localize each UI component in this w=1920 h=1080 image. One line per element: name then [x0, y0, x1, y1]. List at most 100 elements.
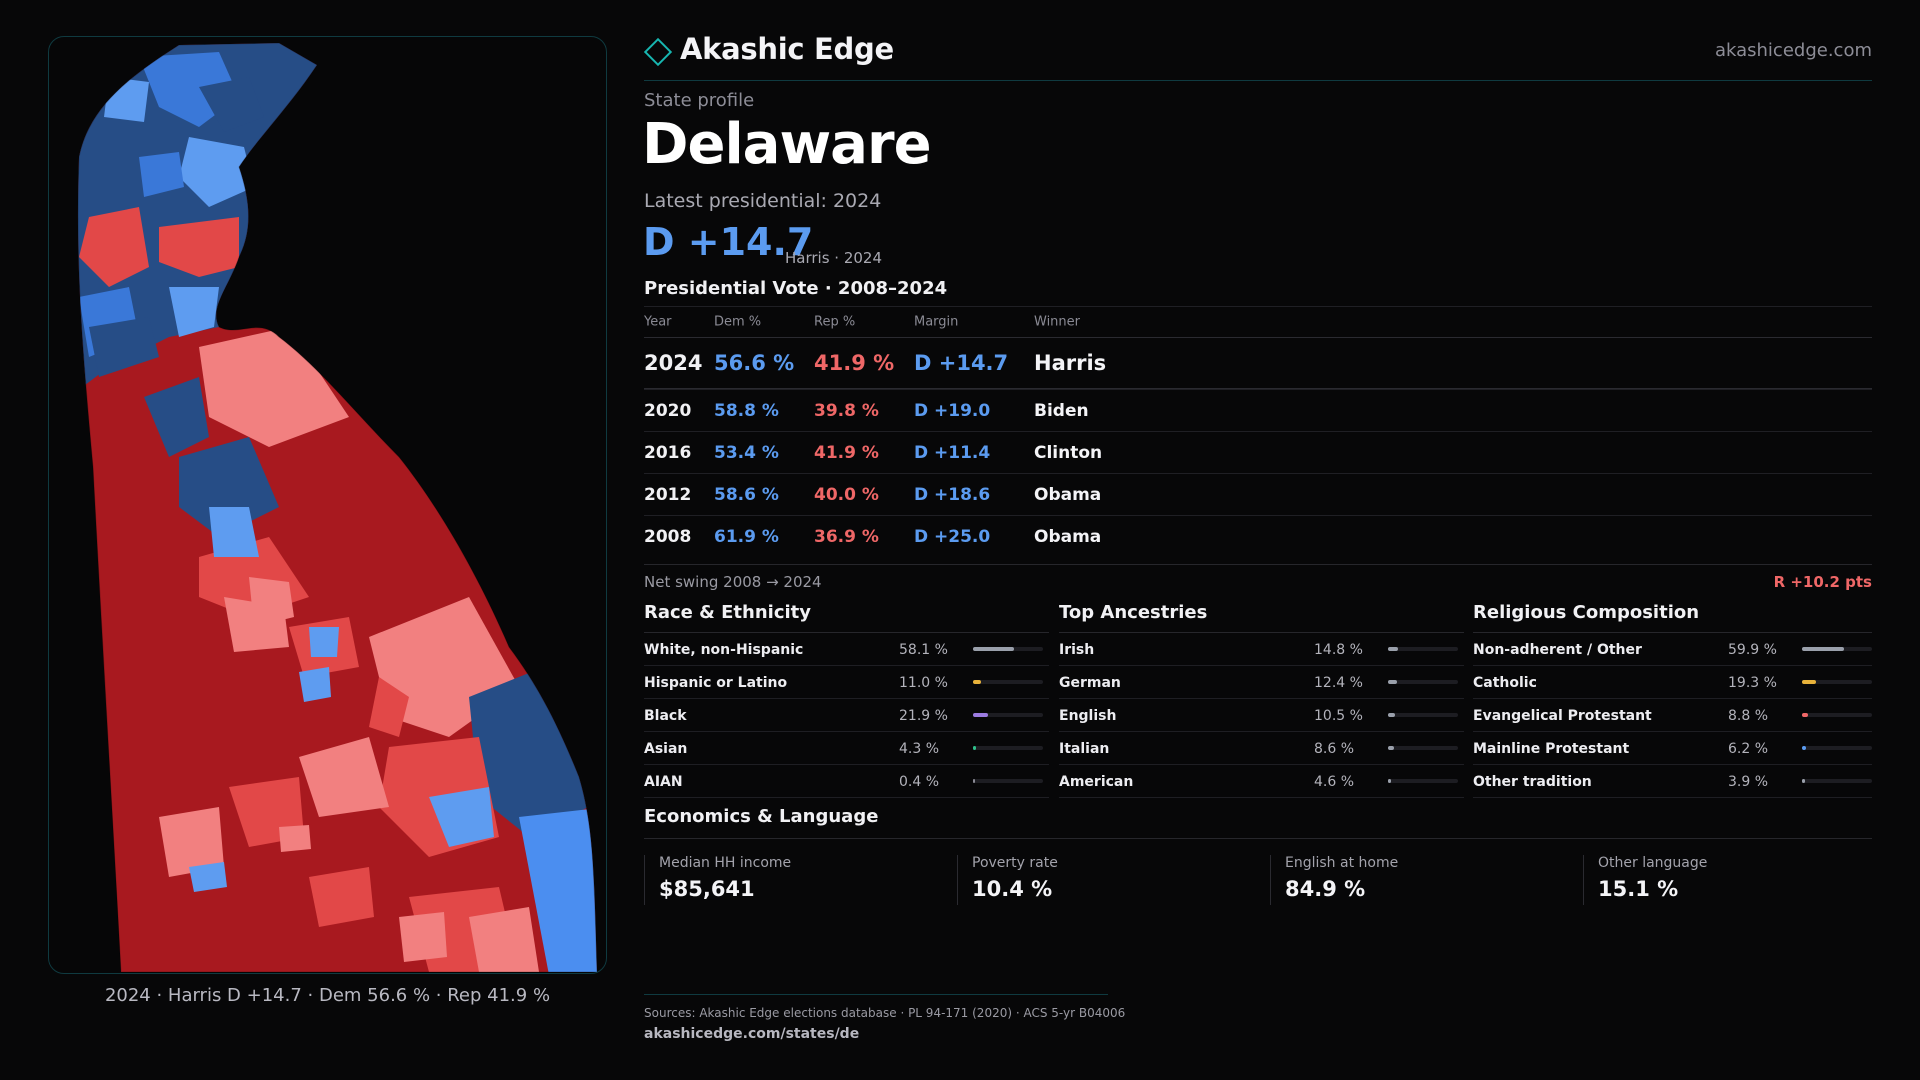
item-pct: 4.6 %: [1314, 774, 1355, 790]
bar-fill: [1388, 779, 1392, 783]
table-row[interactable]: 2012 58.6 % 40.0 % D +18.6 Obama: [644, 473, 1872, 515]
item-pct: 21.9 %: [899, 708, 948, 724]
row-dem-pct: 56.6 %: [714, 351, 795, 375]
bar-track: [1802, 680, 1872, 684]
item-label: Evangelical Protestant: [1473, 708, 1652, 724]
row-margin: D +18.6: [914, 484, 991, 505]
item-label: English: [1059, 708, 1117, 724]
bar-fill: [1802, 746, 1807, 750]
list-item: White, non-Hispanic 58.1 %: [644, 633, 1049, 666]
latest-winner-sub: Harris · 2024: [785, 249, 883, 267]
religion-panel: Religious Composition Non-adherent / Oth…: [1473, 600, 1872, 798]
item-label: German: [1059, 675, 1121, 691]
stat-card-english: English at home 84.9 %: [1270, 855, 1571, 905]
list-item: Non-adherent / Other 59.9 %: [1473, 633, 1872, 666]
item-pct: 8.8 %: [1728, 708, 1769, 724]
table-row[interactable]: 2024 56.6 % 41.9 % D +14.7 Harris: [644, 337, 1872, 389]
item-pct: 10.5 %: [1314, 708, 1363, 724]
bar-track: [1388, 779, 1458, 783]
bar-fill: [1802, 680, 1816, 684]
bar-track: [1388, 647, 1458, 651]
row-dem-pct: 61.9 %: [714, 526, 779, 547]
row-year: 2016: [644, 442, 692, 463]
net-swing-row: Net swing 2008 → 2024 R +10.2 pts: [644, 564, 1872, 601]
list-item: English 10.5 %: [1059, 699, 1464, 732]
item-pct: 8.6 %: [1314, 741, 1355, 757]
item-label: Irish: [1059, 642, 1095, 658]
economics-title: Economics & Language: [644, 806, 1872, 839]
ancestries-title: Top Ancestries: [1059, 600, 1464, 633]
latest-presidential-label: Latest presidential: 2024: [644, 190, 882, 212]
row-year: 2012: [644, 484, 692, 505]
item-label: Other tradition: [1473, 774, 1592, 790]
item-label: Italian: [1059, 741, 1110, 757]
row-winner: Obama: [1034, 526, 1102, 547]
row-winner: Biden: [1034, 400, 1089, 421]
bar-fill: [1802, 779, 1805, 783]
bar-fill: [1802, 713, 1809, 717]
item-label: Mainline Protestant: [1473, 741, 1630, 757]
vote-history-table: Year Dem % Rep % Margin Winner 2024 56.6…: [644, 306, 1872, 557]
list-item: AIAN 0.4 %: [644, 765, 1049, 798]
race-ethnicity-title: Race & Ethnicity: [644, 600, 1049, 633]
row-rep-pct: 41.9 %: [814, 351, 895, 375]
footer-url[interactable]: akashicedge.com/states/de: [644, 1026, 860, 1042]
bar-track: [1388, 746, 1458, 750]
stat-label: Poverty rate: [972, 855, 1058, 871]
column-header-winner: Winner: [1034, 314, 1081, 330]
item-pct: 59.9 %: [1728, 642, 1777, 658]
list-item: Hispanic or Latino 11.0 %: [644, 666, 1049, 699]
diamond-logo-icon: [643, 37, 673, 67]
row-margin: D +11.4: [914, 442, 991, 463]
row-margin: D +25.0: [914, 526, 991, 547]
row-rep-pct: 40.0 %: [814, 484, 879, 505]
page-title: Delaware: [642, 112, 932, 177]
item-label: Asian: [644, 741, 688, 757]
stat-value: 15.1 %: [1598, 877, 1679, 901]
stat-label: Other language: [1598, 855, 1708, 871]
list-item: Asian 4.3 %: [644, 732, 1049, 765]
footer-sources: Sources: Akashic Edge elections database…: [644, 1006, 1126, 1020]
list-item: Evangelical Protestant 8.8 %: [1473, 699, 1872, 732]
bar-fill: [1388, 713, 1396, 717]
bar-fill: [973, 713, 989, 717]
stat-value: 84.9 %: [1285, 877, 1366, 901]
stat-value: $85,641: [659, 877, 755, 901]
ancestries-panel: Top Ancestries Irish 14.8 % German 12.4 % …: [1059, 600, 1464, 798]
site-link[interactable]: akashicedge.com: [1714, 40, 1872, 61]
item-label: White, non-Hispanic: [644, 642, 804, 658]
row-dem-pct: 53.4 %: [714, 442, 779, 463]
bar-track: [973, 647, 1043, 651]
map-caption: 2024 · Harris D +14.7 · Dem 56.6 % · Rep…: [104, 985, 551, 1006]
item-label: AIAN: [644, 774, 683, 790]
row-year: 2020: [644, 400, 692, 421]
bar-track: [1802, 713, 1872, 717]
table-row[interactable]: 2008 61.9 % 36.9 % D +25.0 Obama: [644, 515, 1872, 557]
bar-fill: [1388, 746, 1395, 750]
item-pct: 3.9 %: [1728, 774, 1769, 790]
header: Akashic Edge akashicedge.com: [643, 30, 1872, 81]
bar-track: [973, 746, 1043, 750]
net-swing-value: R +10.2 pts: [1773, 573, 1872, 591]
list-item: Italian 8.6 %: [1059, 732, 1464, 765]
row-margin: D +14.7: [914, 351, 1009, 375]
footer-divider: [644, 994, 1108, 995]
item-pct: 6.2 %: [1728, 741, 1769, 757]
delaware-precinct-map[interactable]: [49, 37, 607, 974]
item-pct: 19.3 %: [1728, 675, 1777, 691]
table-row[interactable]: 2020 58.8 % 39.8 % D +19.0 Biden: [644, 389, 1872, 431]
net-swing-label: Net swing 2008 → 2024: [644, 573, 822, 591]
item-label: Non-adherent / Other: [1473, 642, 1642, 658]
table-row[interactable]: 2016 53.4 % 41.9 % D +11.4 Clinton: [644, 431, 1872, 473]
list-item: Other tradition 3.9 %: [1473, 765, 1872, 798]
item-label: Hispanic or Latino: [644, 675, 788, 691]
brand-name[interactable]: Akashic Edge: [680, 32, 894, 66]
vote-history-title: Presidential Vote · 2008–2024: [644, 278, 948, 299]
row-winner: Harris: [1034, 351, 1107, 375]
stat-label: Median HH income: [659, 855, 792, 871]
race-ethnicity-panel: Race & Ethnicity White, non-Hispanic 58.1…: [644, 600, 1049, 798]
precinct-map[interactable]: [48, 36, 607, 974]
row-year: 2024: [644, 351, 703, 375]
item-pct: 12.4 %: [1314, 675, 1363, 691]
stat-value: 10.4 %: [972, 877, 1053, 901]
